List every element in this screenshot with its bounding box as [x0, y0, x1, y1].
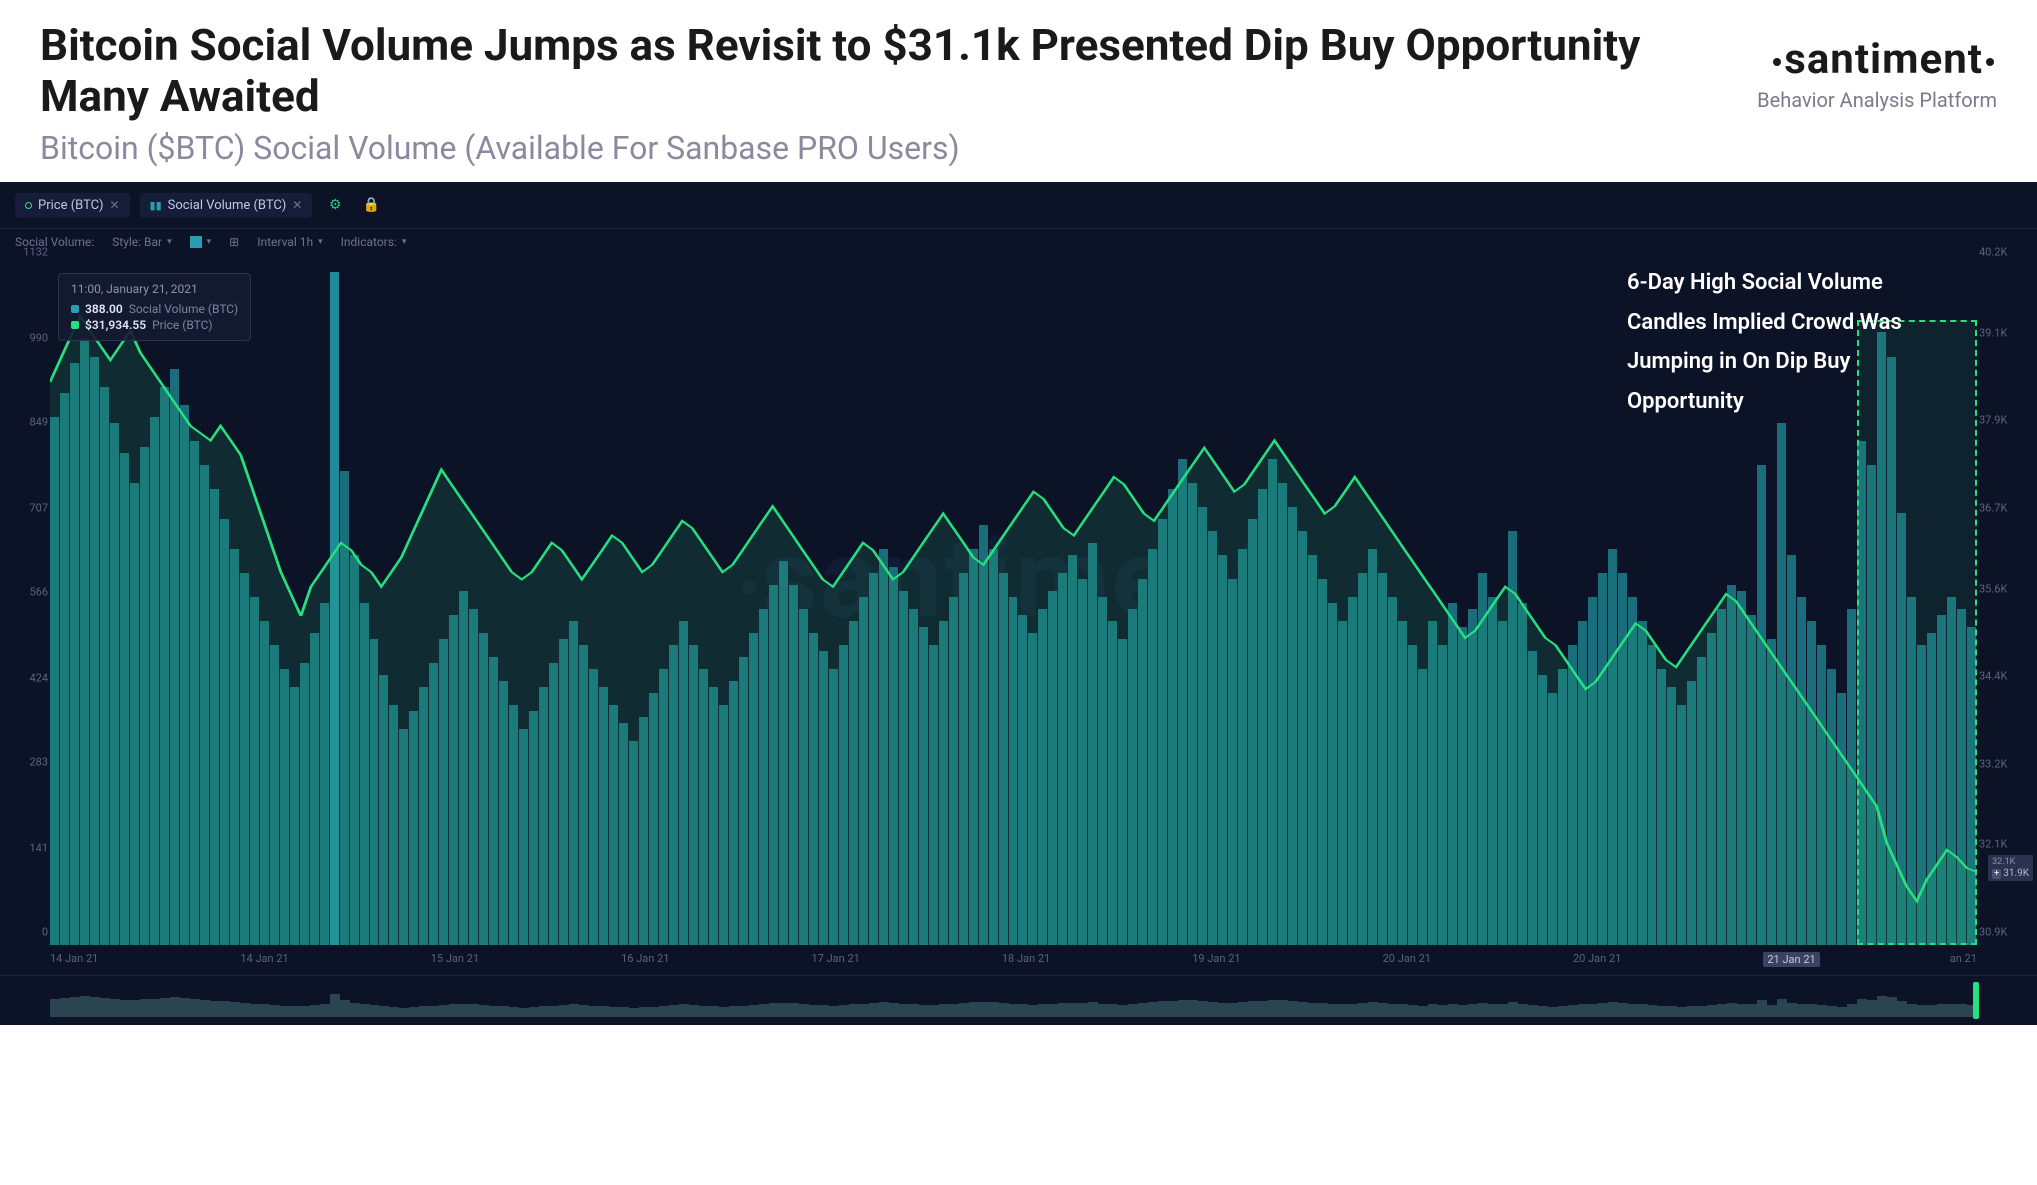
series-chip-label: Social Volume (BTC) — [168, 198, 287, 213]
lock-icon[interactable]: 🔒 — [358, 192, 384, 218]
page-subtitle: Bitcoin ($BTC) Social Volume (Available … — [40, 129, 1727, 167]
chart-annotation: 6-Day High Social Volume Candles Implied… — [1627, 263, 1957, 421]
series-chip-price[interactable]: Price (BTC) ✕ — [15, 193, 130, 218]
chart-panel: Price (BTC) ✕ ▮▮ Social Volume (BTC) ✕ ⚙… — [0, 182, 2037, 1025]
price-badge: 32.1K +31.9K — [1988, 855, 2033, 881]
gear-icon[interactable]: ⚙ — [322, 192, 348, 218]
mini-bars — [50, 984, 1977, 1017]
indicators-selector[interactable]: Indicators: ▾ — [341, 235, 407, 249]
chart-subtoolbar: Social Volume: Style: Bar ▾ ▾ ⊞ Interval… — [0, 229, 2037, 255]
brand-logo: santiment — [1757, 35, 1997, 84]
chart-plot[interactable]: santiment 01412834245667078499901132 30.… — [0, 255, 2037, 975]
series-dot-icon — [25, 202, 32, 209]
yaxis-right: 30.9K32.1K33.2K34.4K35.6K36.7K37.9K39.1K… — [1979, 265, 2029, 945]
style-selector[interactable]: Style: Bar ▾ — [112, 235, 172, 249]
tooltip-value: $31,934.55 — [85, 318, 146, 332]
yaxis-left: 01412834245667078499901132 — [8, 265, 48, 945]
close-icon[interactable]: ✕ — [109, 198, 119, 212]
tooltip-row: $31,934.55 Price (BTC) — [71, 318, 238, 332]
close-icon[interactable]: ✕ — [292, 198, 302, 212]
page-title: Bitcoin Social Volume Jumps as Revisit t… — [40, 20, 1727, 121]
chart-toolbar: Price (BTC) ✕ ▮▮ Social Volume (BTC) ✕ ⚙… — [0, 182, 2037, 229]
mini-map[interactable] — [0, 975, 2037, 1025]
xaxis: 14 Jan 2114 Jan 2115 Jan 2116 Jan 2117 J… — [50, 952, 1977, 967]
series-chip-label: Price (BTC) — [38, 198, 103, 213]
series-chip-social-volume[interactable]: ▮▮ Social Volume (BTC) ✕ — [140, 193, 313, 218]
tooltip-timestamp: 11:00, January 21, 2021 — [71, 282, 238, 296]
tooltip-label: Social Volume (BTC) — [129, 302, 238, 316]
axis-icon[interactable]: ⊞ — [229, 235, 239, 249]
color-swatch[interactable]: ▾ — [190, 236, 212, 248]
tooltip-label: Price (BTC) — [152, 318, 212, 332]
branding: santiment Behavior Analysis Platform — [1727, 20, 1997, 112]
header: Bitcoin Social Volume Jumps as Revisit t… — [0, 0, 2037, 182]
brand-tagline: Behavior Analysis Platform — [1757, 88, 1997, 112]
tooltip-row: 388.00 Social Volume (BTC) — [71, 302, 238, 316]
tooltip-swatch — [71, 321, 79, 329]
interval-selector[interactable]: Interval 1h ▾ — [257, 235, 322, 249]
tooltip-value: 388.00 — [85, 302, 123, 316]
chart-tooltip: 11:00, January 21, 2021 388.00 Social Vo… — [58, 273, 251, 341]
bar-icon: ▮▮ — [150, 199, 162, 212]
mini-handle[interactable] — [1973, 982, 1979, 1019]
tooltip-swatch — [71, 305, 79, 313]
